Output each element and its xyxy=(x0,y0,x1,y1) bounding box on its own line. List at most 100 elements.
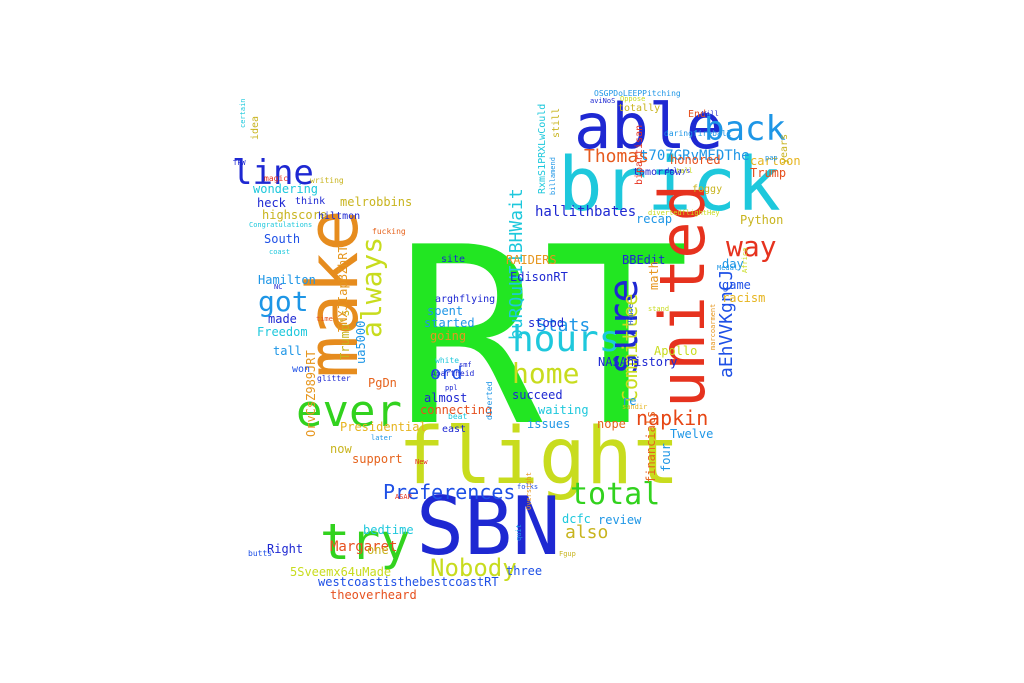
word-hallithbates: hallithbates xyxy=(535,204,637,220)
word-preferences: Preferences xyxy=(383,480,516,504)
word-tomorrow: tomorrow xyxy=(633,167,682,178)
word-marcoarment: marcoarment xyxy=(709,303,717,350)
word-wondering: wondering xyxy=(253,182,319,196)
word-sandir: sandir xyxy=(622,403,648,411)
word-site: site xyxy=(441,254,466,265)
word-beat: beat xyxy=(448,412,468,421)
word-thomas: Thomas xyxy=(584,146,650,167)
word-tnxjiapbzhrt: TNXJIapBZhRT xyxy=(336,245,350,332)
word-bedtime: bedtime xyxy=(363,523,414,537)
word-math: math xyxy=(647,261,661,290)
word-three: three xyxy=(506,564,543,578)
word-oppose: Oppose xyxy=(620,95,646,103)
word-review: review xyxy=(598,513,642,527)
word-started: started xyxy=(424,316,475,330)
word-melrobbins: melrobbins xyxy=(340,195,413,209)
word-medal: Medal xyxy=(717,264,739,272)
word-edisonrt: EdisonRT xyxy=(510,270,568,284)
word-support: support xyxy=(352,452,403,466)
word-certain: certain xyxy=(239,98,247,128)
word-brick: brick xyxy=(558,142,781,228)
word-stood: stood xyxy=(528,316,565,330)
word-recap: recap xyxy=(636,212,673,226)
word-one: one xyxy=(367,543,389,557)
word-nasahistory: NASAhistory xyxy=(598,355,678,369)
word-nobody: Nobody xyxy=(430,554,517,582)
word-apartheid: Apartheid xyxy=(431,369,475,378)
word-stats: Stats xyxy=(536,315,591,336)
word-hamilton: Hamilton xyxy=(258,273,316,287)
word-totally: totally xyxy=(618,103,661,114)
word-theoverheard: theoverheard xyxy=(330,588,417,602)
word-congratulations: Congratulations xyxy=(249,221,313,229)
word-issues: issues xyxy=(527,417,571,431)
word-napkin: napkin xyxy=(636,406,709,430)
word-white: white xyxy=(435,356,460,365)
word-westcoast: westcoastisthebestcoastRT xyxy=(318,575,499,589)
word-trump: Trump xyxy=(750,166,787,180)
word-home: home xyxy=(512,357,580,390)
word-total: total xyxy=(570,477,661,512)
word-idea: idea xyxy=(250,115,261,140)
word-re: re xyxy=(622,394,637,408)
word-fgup: Fgup xyxy=(559,550,576,558)
word-presidential: Presidential xyxy=(340,420,427,434)
word-bbedit: BBEdit xyxy=(622,253,666,267)
word-try: try xyxy=(320,513,411,571)
word-magic: magic xyxy=(264,174,289,183)
word-time: time xyxy=(316,315,333,323)
word-bipartisan: bipartisan xyxy=(634,124,645,185)
word-apollo: Apollo xyxy=(654,344,698,358)
word-end: End xyxy=(688,109,707,120)
word-able: able xyxy=(574,90,724,163)
word-back: back xyxy=(704,109,786,149)
word-game: game xyxy=(722,278,751,292)
word-got: got xyxy=(258,285,309,318)
word-sbn: SBN xyxy=(416,480,561,573)
word-ord: ord xyxy=(430,363,463,384)
word-later: later xyxy=(371,434,393,442)
word-tfw: TFW xyxy=(233,159,246,167)
word-billamend: billamend xyxy=(549,157,557,195)
word-freedom: Freedom xyxy=(257,325,308,339)
word-years: years xyxy=(779,133,790,164)
word-think: think xyxy=(295,196,326,207)
word-africa: Africa xyxy=(741,247,749,273)
word-made: made xyxy=(268,312,297,326)
word-connecting: connecting xyxy=(420,403,493,417)
word-flight: flight xyxy=(398,412,680,502)
word-delays: delays xyxy=(665,167,691,175)
word-avinos: aviNoS xyxy=(590,97,616,105)
word-python: Python xyxy=(740,213,784,227)
word-still: still xyxy=(551,107,562,138)
word-going: going xyxy=(430,329,467,343)
word-tall-small: tall xyxy=(676,167,693,175)
word-arghflying: arghflying xyxy=(435,294,496,305)
word-osgpdoleeppitching: OSGPDoLEEPPitching xyxy=(594,89,681,98)
word-butts: butts xyxy=(248,549,273,558)
word-new: New xyxy=(415,458,428,466)
word-south: South xyxy=(264,232,301,246)
word-t707grvmedthe: t707GRvMEDThe xyxy=(640,148,750,164)
word-ever: ever xyxy=(296,386,402,437)
word-spent: spent xyxy=(427,304,464,318)
word-hours: hours xyxy=(512,319,621,360)
word-glitter: glitter xyxy=(317,374,351,383)
word-dcfc: dcfc xyxy=(562,512,591,526)
word-four: four xyxy=(659,443,673,472)
word-highscore: highscore xyxy=(262,208,328,222)
word-ppl: ppl xyxy=(445,384,458,392)
word-almost: almost xyxy=(424,391,468,405)
word-ua5000: ua5000 xyxy=(354,320,368,364)
word-cartoon: cartoon xyxy=(750,154,801,168)
word-waiting: waiting xyxy=(538,403,589,417)
word-writing: writing xyxy=(310,176,344,185)
word-will: Will xyxy=(702,110,719,118)
word-financials: financials xyxy=(644,410,658,483)
word-day: day xyxy=(722,257,744,271)
word-folks: folks xyxy=(517,483,539,491)
word-smf: smf xyxy=(459,361,472,369)
word-tall: tall xyxy=(273,344,302,358)
word-east: east xyxy=(442,424,467,435)
